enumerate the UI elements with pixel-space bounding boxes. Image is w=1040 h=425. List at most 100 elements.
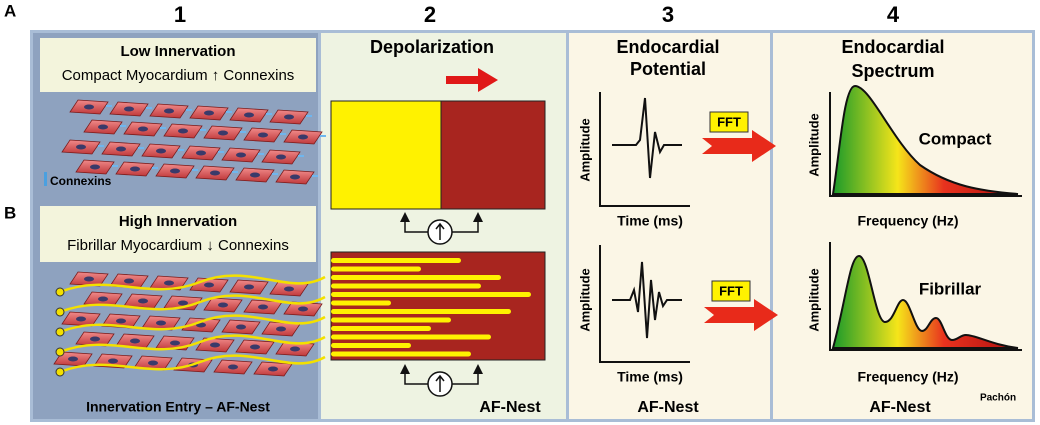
nucleus <box>250 344 260 350</box>
fibril <box>331 283 481 289</box>
nucleus <box>244 284 254 290</box>
fibril <box>331 317 451 323</box>
waveform <box>612 97 682 179</box>
panel-title: High Innervation <box>119 213 237 230</box>
nucleus <box>290 174 300 180</box>
panel-4-bg <box>773 33 1032 419</box>
nucleus <box>210 342 220 348</box>
axes <box>599 92 690 207</box>
waveform <box>612 261 682 339</box>
nucleus <box>244 112 254 118</box>
connector <box>404 372 479 385</box>
nerve-ending <box>55 287 65 297</box>
caption: Innervation Entry – AF-Nest <box>86 399 270 415</box>
spectrum <box>831 254 1019 349</box>
arrow <box>446 68 498 92</box>
panel-subtitle: Compact Myocardium ↑ Connexins <box>62 67 295 84</box>
panel-title: Spectrum <box>851 61 934 81</box>
nucleus <box>298 306 308 312</box>
caption: AF-Nest <box>637 399 699 416</box>
nucleus <box>250 172 260 178</box>
nucleus <box>68 356 78 362</box>
nucleus <box>170 168 180 174</box>
y-axis-label: Amplitude <box>577 118 592 182</box>
nerve <box>59 354 326 374</box>
nucleus <box>236 152 246 158</box>
caption: AF-Nest <box>479 399 541 416</box>
y-axis-label: Amplitude <box>806 268 821 332</box>
nucleus <box>258 132 268 138</box>
nucleus <box>228 364 238 370</box>
nucleus <box>90 336 100 342</box>
y-axis-label: Amplitude <box>577 268 592 332</box>
x-axis-label: Time (ms) <box>617 369 683 385</box>
axes <box>599 245 690 363</box>
x-axis-label: Frequency (Hz) <box>857 369 958 385</box>
fibril <box>331 351 471 357</box>
fft-box <box>709 111 749 133</box>
axes <box>829 242 1022 351</box>
cells <box>53 271 326 377</box>
column-number: 2 <box>424 2 436 27</box>
panel-title: Potential <box>630 59 706 79</box>
nucleus <box>124 278 134 284</box>
nucleus <box>84 104 94 110</box>
fibril <box>331 275 501 280</box>
fft-label: FFT <box>719 283 743 298</box>
nucleus <box>276 326 286 332</box>
legend-label: Connexins <box>50 174 112 188</box>
fibril <box>331 266 421 272</box>
nucleus <box>290 346 300 352</box>
nucleus <box>204 282 214 288</box>
nucleus <box>76 144 86 150</box>
fibrils <box>331 258 531 357</box>
fibril <box>331 343 411 348</box>
nucleus <box>116 318 126 324</box>
row-label: A <box>4 1 16 20</box>
nucleus <box>258 304 268 310</box>
nucleus <box>218 130 228 136</box>
spectrum-label: Compact <box>919 129 992 148</box>
nucleus <box>170 340 180 346</box>
nerve <box>59 274 326 294</box>
nucleus <box>84 276 94 282</box>
panel-3-bg <box>569 33 770 419</box>
nucleus <box>268 366 278 372</box>
fibril <box>331 309 511 314</box>
row-label: B <box>4 203 16 222</box>
nucleus <box>90 164 100 170</box>
nerve-ending <box>55 367 65 377</box>
nucleus <box>204 110 214 116</box>
fibril <box>331 292 531 297</box>
nerve <box>59 334 326 354</box>
panel-title: Endocardial <box>616 37 719 57</box>
panel-title: Endocardial <box>841 37 944 57</box>
column-number: 1 <box>174 2 186 27</box>
text-box <box>40 206 316 262</box>
nucleus <box>210 170 220 176</box>
arrowheads <box>400 212 483 222</box>
nucleus <box>156 320 166 326</box>
switch-arrow <box>435 374 445 392</box>
spectrum <box>831 84 1019 195</box>
nucleus <box>98 296 108 302</box>
nerve <box>59 294 326 314</box>
y-axis-label: Amplitude <box>806 113 821 177</box>
switch <box>400 212 483 245</box>
legend-swatch <box>44 172 47 186</box>
connector <box>404 220 479 233</box>
caption: AF-Nest <box>869 399 931 416</box>
nucleus <box>276 154 286 160</box>
column-number: 3 <box>662 2 674 27</box>
switch <box>400 364 483 397</box>
cells <box>61 99 326 185</box>
panel-title: Depolarization <box>370 37 494 57</box>
column-number: 4 <box>887 2 900 27</box>
nucleus <box>164 280 174 286</box>
fibril <box>331 326 431 331</box>
nucleus <box>196 150 206 156</box>
nucleus <box>130 338 140 344</box>
fibril <box>331 334 491 340</box>
nucleus <box>138 298 148 304</box>
